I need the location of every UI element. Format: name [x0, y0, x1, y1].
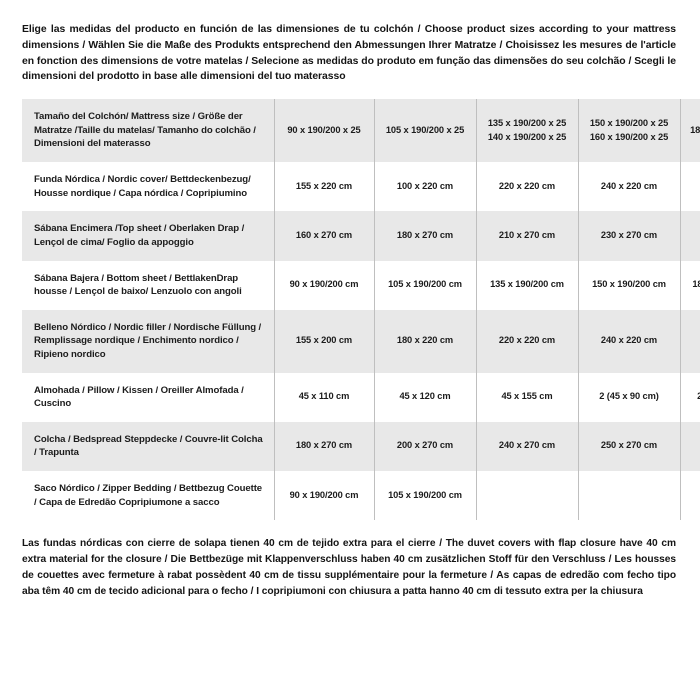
row-value: 240 x 220 cm — [577, 309, 680, 373]
header-col-3-line-1: 135 x 190/200 x 25 — [487, 117, 567, 128]
row-label: Colcha / Bedspread Steppdecke / Couvre-l… — [22, 421, 274, 471]
row-value: 90 x 190/200 cm — [273, 471, 374, 521]
row-value: 180 x 190/200 cm — [679, 260, 700, 310]
header-col-5-line-1: 180 x 190/200 x 25 — [690, 124, 700, 135]
row-value: 90 x 190/200 cm — [273, 260, 374, 310]
row-value: 100 x 220 cm — [373, 162, 476, 212]
header-col-5: 180 x 190/200 x 25 — [679, 99, 700, 163]
row-value: 2 (45 x 90 cm) — [577, 372, 680, 422]
row-value: 270 x 270 cm — [679, 421, 700, 471]
table-row: Colcha / Bedspread Steppdecke / Couvre-l… — [22, 421, 700, 471]
row-value: 260 x 220 cm — [679, 162, 700, 212]
table-row: Funda Nórdica / Nordic cover/ Bettdecken… — [22, 162, 700, 212]
row-label: Funda Nórdica / Nordic cover/ Bettdecken… — [22, 162, 274, 212]
row-value — [475, 471, 578, 521]
table-row: Sábana Encimera /Top sheet / Oberlaken D… — [22, 211, 700, 261]
row-value: 240 x 270 cm — [475, 421, 578, 471]
row-value: 45 x 155 cm — [475, 372, 578, 422]
table-row: Sábana Bajera / Bottom sheet / Bettlaken… — [22, 260, 700, 310]
row-value: 45 x 110 cm — [273, 372, 374, 422]
row-label: Sábana Bajera / Bottom sheet / Bettlaken… — [22, 260, 274, 310]
row-value: 210 x 270 cm — [475, 211, 578, 261]
header-col-4: 150 x 190/200 x 25 160 x 190/200 x 25 — [577, 99, 680, 163]
row-value: 160 x 270 cm — [273, 211, 374, 261]
header-col-2: 105 x 190/200 x 25 — [373, 99, 476, 163]
header-col-3: 135 x 190/200 x 25 140 x 190/200 x 25 — [475, 99, 578, 163]
row-value: 45 x 120 cm — [373, 372, 476, 422]
row-value: 155 x 200 cm — [273, 309, 374, 373]
row-value: 260 x 220 cm — [679, 309, 700, 373]
header-col-1-line-1: 90 x 190/200 x 25 — [287, 124, 361, 135]
header-col-2-line-1: 105 x 190/200 x 25 — [385, 124, 465, 135]
row-value: 180 x 270 cm — [273, 421, 374, 471]
intro-paragraph: Elige las medidas del producto en funció… — [22, 24, 676, 83]
table-row: Saco Nórdico / Zipper Bedding / Bettbezu… — [22, 471, 700, 521]
table-row: Belleno Nórdico / Nordic filler / Nordis… — [22, 309, 700, 373]
row-label: Belleno Nórdico / Nordic filler / Nordis… — [22, 309, 274, 373]
header-col-3-line-2: 140 x 190/200 x 25 — [487, 131, 567, 142]
row-value: 105 x 190/200 cm — [373, 260, 476, 310]
row-label: Almohada / Pillow / Kissen / Oreiller Al… — [22, 372, 274, 422]
row-value: 135 x 190/200 cm — [475, 260, 578, 310]
row-value: 220 x 220 cm — [475, 162, 578, 212]
row-value: 250 x 270 cm — [577, 421, 680, 471]
row-value — [577, 471, 680, 521]
header-label-cell: Tamaño del Colchón/ Mattress size / Größ… — [22, 99, 274, 163]
table-body: Tamaño del Colchón/ Mattress size / Größ… — [22, 99, 700, 521]
footnote-paragraph: Las fundas nórdicas con cierre de solapa… — [22, 538, 676, 597]
row-value: 260 x 270 cm — [679, 211, 700, 261]
row-value: 240 x 220 cm — [577, 162, 680, 212]
header-col-4-line-1: 150 x 190/200 x 25 — [589, 117, 669, 128]
mattress-size-table: Tamaño del Colchón/ Mattress size / Größ… — [22, 99, 700, 521]
row-value: 200 x 270 cm — [373, 421, 476, 471]
row-label: Sábana Encimera /Top sheet / Oberlaken D… — [22, 211, 274, 261]
row-value: 220 x 220 cm — [475, 309, 578, 373]
row-label: Saco Nórdico / Zipper Bedding / Bettbezu… — [22, 471, 274, 521]
row-value: 105 x 190/200 cm — [373, 471, 476, 521]
row-value: 2 (45 x 110 cm) — [679, 372, 700, 422]
row-value: 230 x 270 cm — [577, 211, 680, 261]
row-value: 155 x 220 cm — [273, 162, 374, 212]
row-value: 150 x 190/200 cm — [577, 260, 680, 310]
header-col-1: 90 x 190/200 x 25 — [273, 99, 374, 163]
row-value: 180 x 270 cm — [373, 211, 476, 261]
row-value — [679, 471, 700, 521]
header-col-4-line-2: 160 x 190/200 x 25 — [589, 131, 669, 142]
row-value: 180 x 220 cm — [373, 309, 476, 373]
table-header-row: Tamaño del Colchón/ Mattress size / Größ… — [22, 99, 700, 163]
table-row: Almohada / Pillow / Kissen / Oreiller Al… — [22, 372, 700, 422]
